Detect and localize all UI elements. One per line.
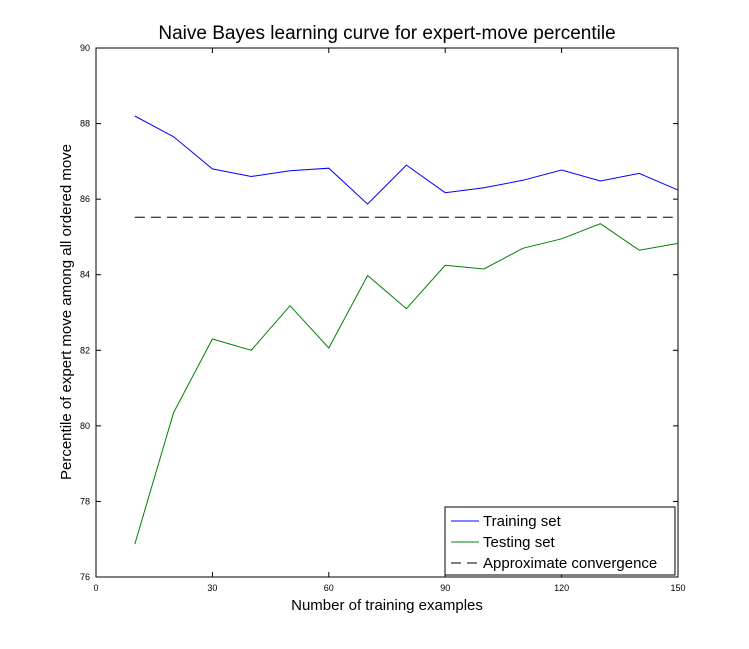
chart-title: Naive Bayes learning curve for expert-mo… <box>158 23 615 44</box>
x-tick-label: 120 <box>554 583 569 593</box>
x-tick-label: 150 <box>670 583 685 593</box>
x-tick-label: 90 <box>440 583 450 593</box>
x-axis-label: Number of training examples <box>291 597 483 614</box>
tick-labels: 0 30 60 90 120 150 76 78 80 82 84 86 88 90 <box>80 43 686 593</box>
legend: Training set Testing set Approximate conve… <box>444 506 676 576</box>
y-tick-label: 78 <box>80 496 90 506</box>
y-tick-label: 90 <box>80 43 90 53</box>
y-tick-label: 86 <box>80 194 90 204</box>
y-tick-label: 80 <box>80 421 90 431</box>
y-tick-label: 88 <box>80 119 90 129</box>
y-tick-label: 76 <box>80 572 90 582</box>
y-axis-label: Percentile of expert move among all orde… <box>58 144 75 480</box>
y-tick-label: 82 <box>80 345 90 355</box>
plot-area <box>95 47 679 578</box>
axis-ticks <box>95 47 679 578</box>
x-tick-label: 60 <box>324 583 334 593</box>
x-tick-label: 0 <box>93 583 98 593</box>
series-line-0 <box>134 115 679 205</box>
legend-label: Approximate convergence <box>483 555 657 572</box>
legend-label: Testing set <box>483 534 556 551</box>
y-tick-label: 84 <box>80 270 90 280</box>
series-line-1 <box>134 223 679 545</box>
x-tick-label: 30 <box>207 583 217 593</box>
legend-label: Training set <box>483 513 562 530</box>
series-lines <box>134 115 679 545</box>
legend-box <box>444 506 676 576</box>
